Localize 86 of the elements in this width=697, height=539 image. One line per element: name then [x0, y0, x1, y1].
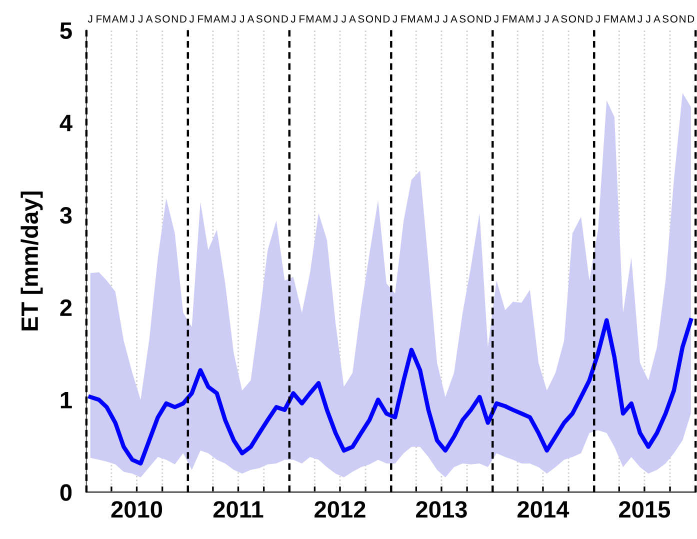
text: F [300, 15, 305, 22]
text: O [670, 15, 678, 23]
text: O [366, 15, 374, 23]
x-tick-label: 2014 [518, 501, 570, 518]
text: N [680, 15, 686, 22]
text: J [333, 15, 338, 23]
text: J [638, 15, 642, 23]
text: M [610, 15, 618, 22]
text: N [578, 15, 584, 22]
text: J [231, 15, 236, 23]
text: M [628, 15, 635, 22]
y-axis-title: ET [mm/day] [20, 192, 43, 330]
text: D [688, 15, 694, 22]
text: O [467, 15, 475, 23]
text: J [130, 15, 134, 23]
text: J [434, 15, 439, 23]
text: O [162, 15, 170, 23]
x-tick-label: 2010 [111, 501, 162, 518]
text: A [146, 15, 153, 22]
y-tick-label: 4 [60, 114, 72, 132]
x-tick-label: 2012 [314, 501, 366, 518]
y-tick-label: 3 [60, 207, 72, 224]
text: J [596, 15, 600, 23]
text: J [494, 15, 498, 23]
text: N [476, 15, 482, 22]
text: J [341, 15, 346, 23]
text: N [172, 15, 178, 22]
text: N [273, 15, 280, 22]
text: S [256, 15, 262, 23]
text: A [213, 15, 220, 22]
text: D [282, 15, 288, 22]
text: A [315, 15, 322, 22]
text: M [408, 15, 415, 22]
text: F [401, 15, 406, 22]
text: A [112, 15, 119, 22]
text: S [358, 15, 364, 23]
text: J [442, 15, 448, 23]
text: F [96, 15, 102, 22]
y-tick-label: 5 [60, 22, 72, 39]
text: M [424, 15, 432, 22]
text: J [536, 15, 540, 23]
text: J [544, 15, 549, 23]
text: J [646, 15, 650, 23]
y-tick-label: 2 [60, 299, 72, 316]
text: M [306, 15, 314, 22]
text: D [485, 15, 492, 22]
x-tick-label: 2011 [213, 501, 264, 518]
text: A [450, 15, 458, 22]
text: S [154, 15, 161, 23]
text: D [586, 15, 593, 22]
text: D [384, 15, 390, 22]
text: D [180, 15, 186, 22]
text: M [323, 15, 330, 22]
text: A [416, 15, 424, 22]
text: J [240, 15, 244, 23]
text: M [103, 15, 110, 22]
text: M [509, 15, 516, 22]
text: A [518, 15, 526, 22]
text: S [460, 15, 466, 23]
text: J [189, 15, 194, 23]
text: A [620, 15, 626, 22]
text: A [654, 15, 660, 22]
text: M [120, 15, 128, 22]
text: F [502, 15, 508, 22]
text: A [349, 15, 356, 22]
text: F [604, 15, 610, 22]
y-tick-label: 0 [60, 484, 72, 501]
text: M [222, 15, 229, 22]
text: S [561, 15, 568, 23]
y-tick-label: 1 [60, 392, 72, 408]
x-tick-label: 2013 [416, 501, 467, 518]
text: O [264, 15, 272, 23]
x-tick-label: 2015 [619, 501, 670, 518]
text: A [247, 15, 254, 22]
text: S [662, 15, 669, 23]
text: J [290, 15, 296, 23]
text: O [568, 15, 576, 23]
text: F [198, 15, 204, 22]
text: N [375, 15, 381, 22]
text: M [526, 15, 534, 22]
text: J [392, 15, 397, 23]
text: A [552, 15, 559, 22]
text: J [138, 15, 142, 23]
text: J [88, 15, 92, 23]
line-series [88, 318, 693, 466]
text: M [204, 15, 212, 22]
